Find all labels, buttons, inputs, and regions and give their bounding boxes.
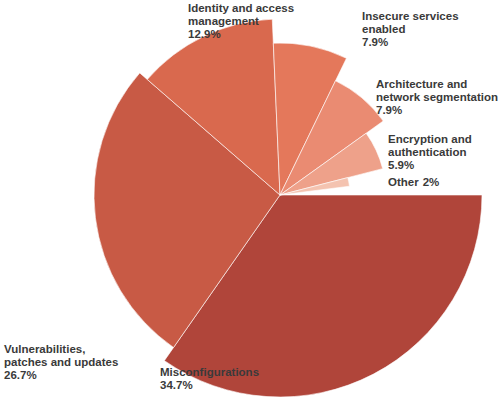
- category-label: Other: [388, 176, 419, 188]
- category-label: Misconfigurations: [160, 366, 259, 378]
- slice: [280, 178, 349, 195]
- category-label: Insecure services: [362, 10, 459, 22]
- slice: [280, 133, 383, 195]
- value-label: 26.7%: [4, 369, 37, 381]
- category-label: authentication: [388, 146, 467, 158]
- slices: [94, 19, 482, 397]
- slice-label: Identity and accessmanagement12.9%: [188, 2, 294, 40]
- category-label: patches and updates: [4, 356, 118, 368]
- slice-label: Architecture andnetwork segmentation7.9%: [376, 78, 498, 116]
- category-label: Architecture and: [376, 78, 467, 90]
- slice: [280, 81, 383, 195]
- value-label: 2%: [423, 176, 440, 188]
- category-label: Vulnerabilities,: [4, 343, 85, 355]
- category-label: Identity and access: [188, 2, 294, 14]
- value-label: 7.9%: [376, 104, 402, 116]
- slice-label: Insecure servicesenabled7.9%: [362, 10, 459, 48]
- category-label: Encryption and: [388, 133, 472, 145]
- slice-label: Other 2%: [388, 176, 439, 188]
- slice-label: Misconfigurations34.7%: [160, 366, 259, 391]
- category-label: enabled: [362, 23, 405, 35]
- value-label: 12.9%: [188, 28, 221, 40]
- slice-label: Vulnerabilities,patches and updates26.7%: [4, 343, 118, 381]
- chart: Misconfigurations34.7% Vulnerabilities,pa…: [0, 0, 500, 416]
- value-label: 34.7%: [160, 379, 193, 391]
- slice-label: Encryption andauthentication5.9%: [388, 133, 472, 171]
- category-label: management: [188, 15, 259, 27]
- value-label: 5.9%: [388, 159, 414, 171]
- value-label: 7.9%: [362, 36, 388, 48]
- category-label: network segmentation: [376, 91, 498, 103]
- slice: [147, 19, 280, 195]
